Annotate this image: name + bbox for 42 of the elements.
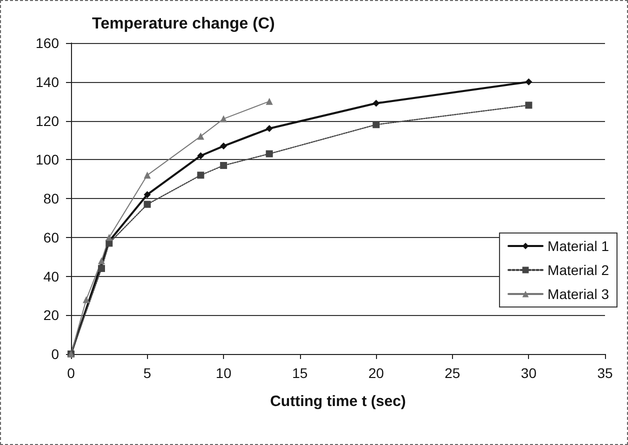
y-tick-label: 140 xyxy=(36,74,60,90)
point xyxy=(98,264,106,272)
point xyxy=(220,142,228,150)
legend-label: Material 1 xyxy=(548,238,610,254)
x-tick-label: 15 xyxy=(292,365,308,381)
x-tick-label: 35 xyxy=(597,365,613,381)
x-tick-label: 25 xyxy=(444,365,460,381)
point xyxy=(197,152,204,160)
point xyxy=(372,121,380,128)
y-tick-label: 20 xyxy=(43,307,60,324)
point xyxy=(144,200,151,208)
y-tick-label: 160 xyxy=(36,35,60,51)
x-axis-title: Cutting time t (sec) xyxy=(270,393,406,410)
point xyxy=(266,150,273,158)
point xyxy=(98,257,106,264)
x-tick-label: 10 xyxy=(216,365,232,381)
legend-label: Material 3 xyxy=(548,286,610,302)
y-tick-label: 80 xyxy=(43,190,60,206)
x-tick-label: 5 xyxy=(143,365,152,381)
x-tick-label: 20 xyxy=(368,365,384,381)
point xyxy=(372,100,380,107)
point xyxy=(266,125,273,132)
y-tick-label: 0 xyxy=(51,346,60,362)
x-tick-label: 30 xyxy=(520,365,537,381)
point xyxy=(220,115,228,122)
point xyxy=(220,162,228,169)
point xyxy=(197,172,204,179)
point xyxy=(266,98,273,105)
chart-title: Temperature change (C) xyxy=(92,16,275,32)
point xyxy=(82,296,90,304)
point xyxy=(525,78,532,86)
point xyxy=(144,172,151,179)
y-tick-label: 40 xyxy=(43,268,60,284)
point xyxy=(197,132,204,140)
point xyxy=(525,102,532,109)
x-tick-label: 0 xyxy=(67,365,76,381)
y-tick-label: 60 xyxy=(43,229,60,246)
point xyxy=(144,191,151,198)
y-tick-label: 120 xyxy=(36,112,60,129)
point xyxy=(106,234,113,241)
legend-label: Material 2 xyxy=(548,262,610,278)
y-tick-label: 100 xyxy=(36,152,60,168)
